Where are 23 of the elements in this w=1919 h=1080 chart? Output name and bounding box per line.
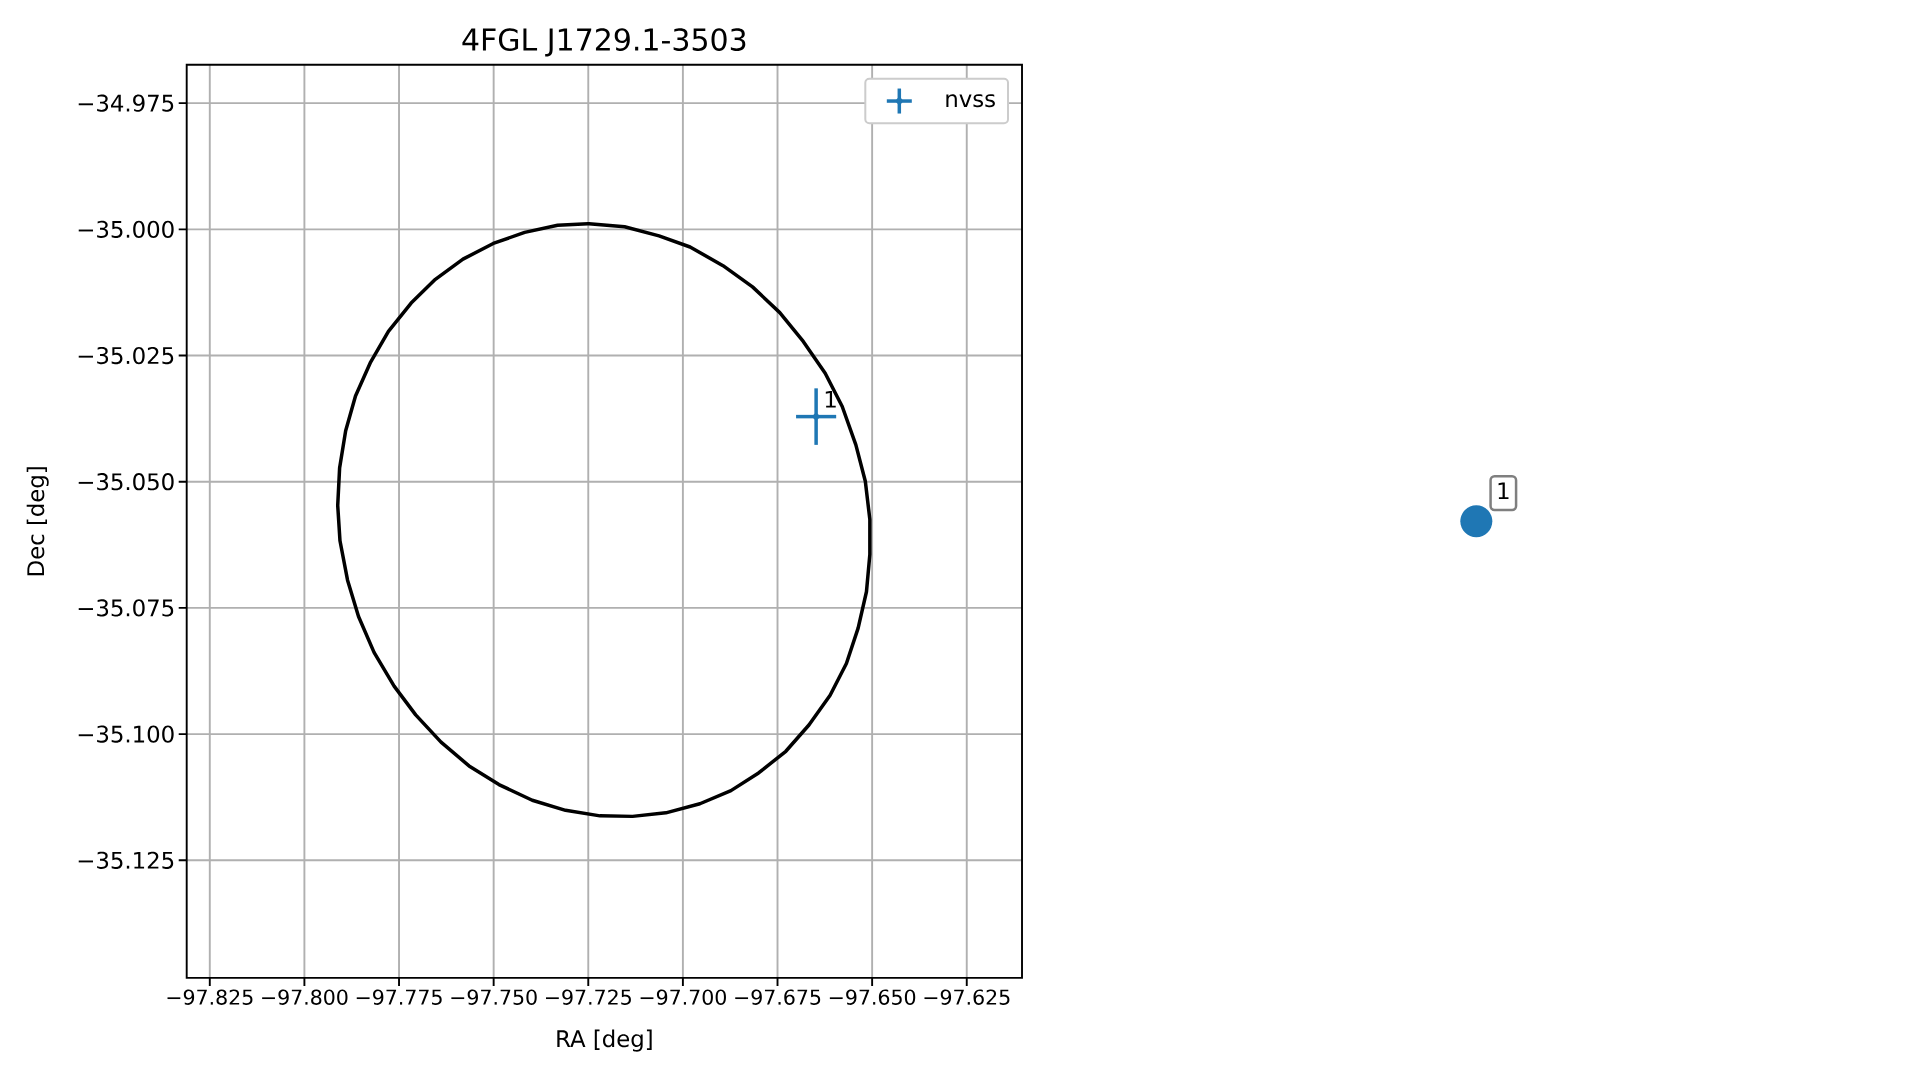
y-axis-title: Dec [deg] [26,467,49,576]
y-tick-label: −35.000 [78,220,174,238]
text: 1 [1498,482,1509,500]
x-tick-label: −97.675 [735,989,821,1005]
x-tick-label: −97.725 [545,989,631,1005]
y-tick-label: −34.975 [78,94,174,112]
x-tick-label: −97.800 [262,989,348,1005]
x-tick-label: −97.825 [167,989,253,1005]
x-tick-label: −97.700 [640,989,726,1005]
legend-label: nvss [946,94,995,108]
line-series [335,222,872,819]
x-axis-title: RA [deg] [557,1029,652,1052]
x-tick-label: −97.750 [451,989,537,1005]
x-tick-label: −97.625 [924,989,1010,1005]
annotation: 1 [825,390,836,408]
y-tick-label: −35.025 [78,346,174,365]
y-tick-label: −35.125 [78,851,174,869]
y-tick-label: −35.100 [78,725,174,743]
y-tick-label: −35.075 [78,599,174,617]
x-tick-label: −97.650 [829,989,916,1005]
y-tick-label: −35.050 [78,473,174,491]
chart-title: 4FGL J1729.1-3503 [462,28,746,57]
x-tick-label: −97.775 [356,989,442,1005]
